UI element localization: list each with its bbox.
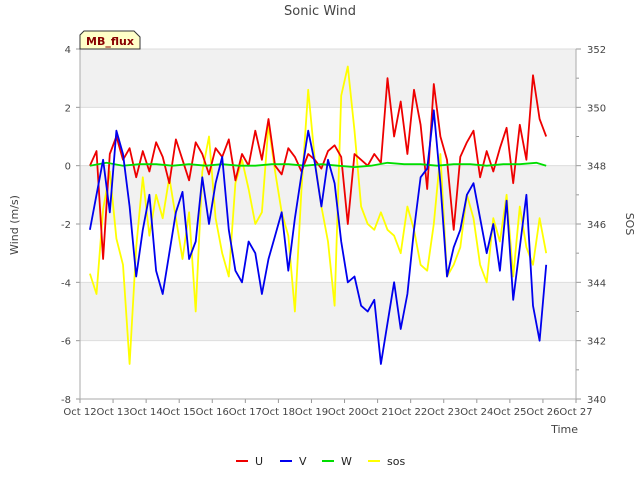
y-tick-label: -4 xyxy=(61,278,71,289)
y2-tick-label: 342 xyxy=(587,337,606,348)
x-tick-label: Oct 13 xyxy=(96,407,129,418)
plot-band xyxy=(80,282,576,341)
x-tick-label: Oct 24 xyxy=(460,407,493,418)
x-tick-label: Oct 23 xyxy=(427,407,460,418)
legend-label-w: W xyxy=(341,455,352,468)
plot-band xyxy=(80,107,576,166)
y-tick-label: -8 xyxy=(61,395,71,406)
x-tick-label: Oct 12 xyxy=(63,407,96,418)
plot-band xyxy=(80,224,576,283)
plot-band xyxy=(80,49,576,108)
y2-tick-label: 348 xyxy=(587,162,606,173)
x-tick-label: Oct 27 xyxy=(559,407,592,418)
x-tick-label: Oct 19 xyxy=(295,407,328,418)
x-tick-label: Oct 17 xyxy=(229,407,262,418)
y2-tick-label: 346 xyxy=(587,220,606,231)
series-line-v xyxy=(89,109,548,365)
x-axis-label: Time xyxy=(550,423,578,436)
y2-axis-label: SOS xyxy=(623,213,636,236)
series-line-w xyxy=(89,161,547,169)
y-tick-label: -2 xyxy=(61,220,71,231)
badge-label: MB_flux xyxy=(86,35,134,48)
y2-tick-label: 340 xyxy=(587,395,606,406)
y-tick-label: 2 xyxy=(65,103,71,114)
y2-tick-label: 350 xyxy=(587,103,606,114)
series-lines xyxy=(89,65,548,365)
x-tick-label: Oct 22 xyxy=(394,407,427,418)
y2-tick-label: 344 xyxy=(587,278,606,289)
x-tick-label: Oct 15 xyxy=(163,407,196,418)
legend-label-sos: sos xyxy=(387,455,405,468)
chart-title: Sonic Wind xyxy=(284,4,356,19)
x-tick-label: Oct 14 xyxy=(130,407,163,418)
x-tick-label: Oct 18 xyxy=(262,407,295,418)
x-tick-label: Oct 16 xyxy=(196,407,229,418)
y-tick-label: 4 xyxy=(65,45,71,56)
y-axis-label: Wind (m/s) xyxy=(8,195,21,255)
mb-flux-badge: MB_flux xyxy=(79,30,141,50)
y-tick-label: 0 xyxy=(65,162,71,173)
x-tick-label: Oct 25 xyxy=(493,407,526,418)
plot-band xyxy=(80,165,576,224)
x-tick-label: Oct 26 xyxy=(526,407,559,418)
y2-tick-label: 352 xyxy=(587,45,606,56)
legend-label-v: V xyxy=(299,455,307,468)
plot-band xyxy=(80,340,576,399)
badge-shape xyxy=(79,30,141,50)
x-tick-label: Oct 20 xyxy=(328,407,361,418)
x-tick-label: Oct 21 xyxy=(361,407,394,418)
y-tick-label: -6 xyxy=(61,337,71,348)
legend-label-u: U xyxy=(255,455,263,468)
